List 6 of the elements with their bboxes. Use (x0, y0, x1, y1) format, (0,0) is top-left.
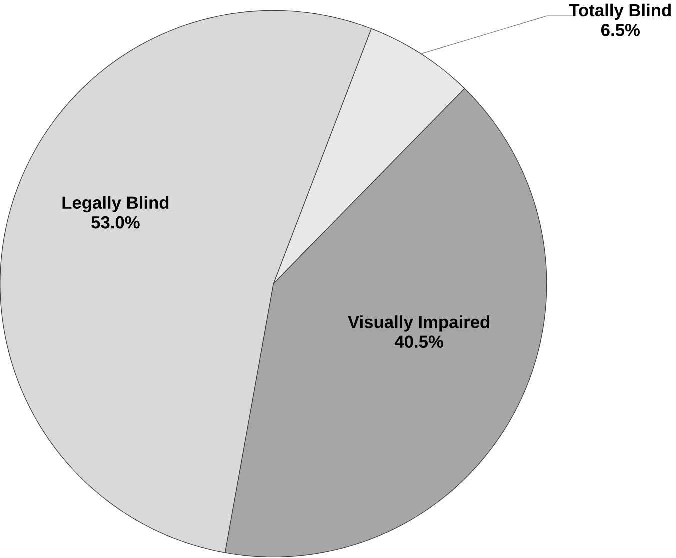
data-label: 40.5% (394, 336, 444, 348)
slice-label: Totally Blind (569, 4, 671, 20)
slice-label: Legally Blind (62, 196, 169, 213)
data-label: 6.5% (601, 24, 640, 37)
data-label: 53.0% (92, 216, 140, 229)
slice-label: Visually Impaired (348, 316, 490, 332)
